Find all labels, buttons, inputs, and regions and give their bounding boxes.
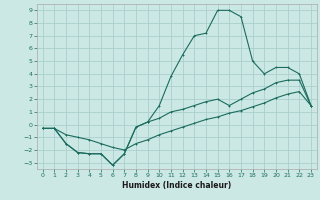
X-axis label: Humidex (Indice chaleur): Humidex (Indice chaleur) <box>122 181 231 190</box>
